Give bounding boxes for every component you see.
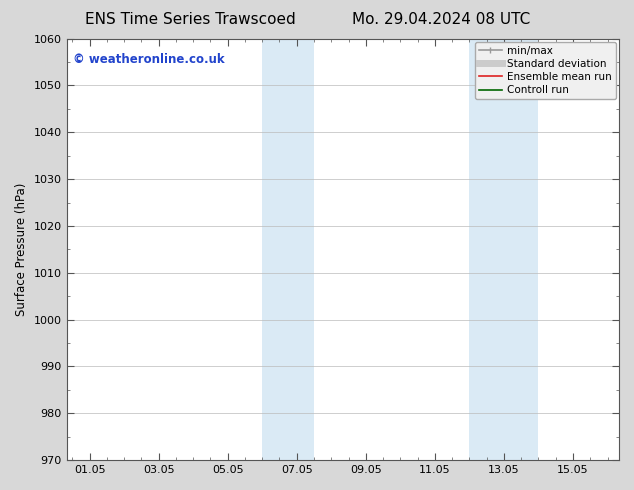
Text: Mo. 29.04.2024 08 UTC: Mo. 29.04.2024 08 UTC (351, 12, 530, 27)
Legend: min/max, Standard deviation, Ensemble mean run, Controll run: min/max, Standard deviation, Ensemble me… (475, 42, 616, 99)
Text: ENS Time Series Trawscoed: ENS Time Series Trawscoed (85, 12, 295, 27)
Text: © weatheronline.co.uk: © weatheronline.co.uk (73, 53, 225, 66)
Bar (262, 39, 314, 460)
Y-axis label: Surface Pressure (hPa): Surface Pressure (hPa) (15, 183, 28, 316)
Bar (469, 39, 538, 460)
